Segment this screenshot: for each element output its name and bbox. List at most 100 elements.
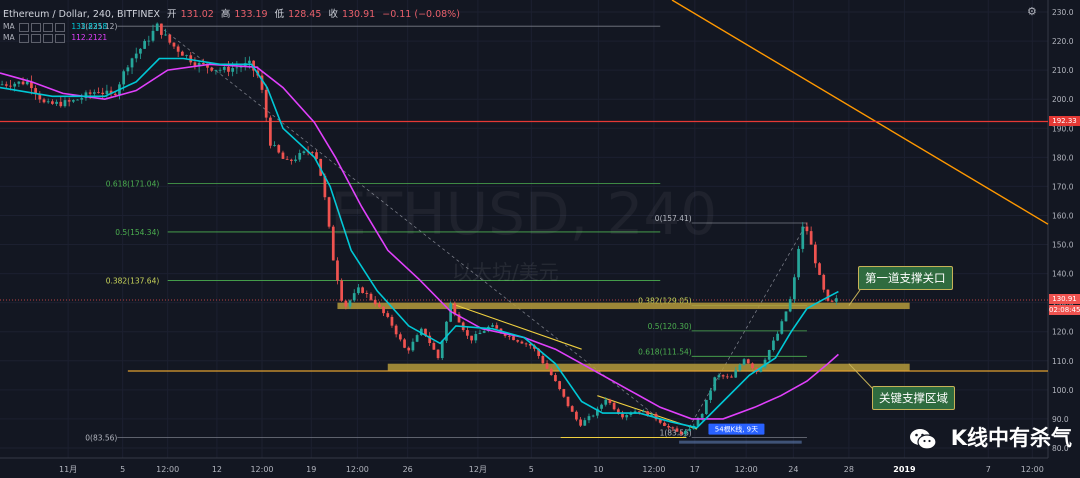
- candle-body: [143, 40, 146, 49]
- fib-right-label: 1(83.56): [660, 429, 692, 438]
- candle-body: [59, 101, 63, 107]
- candle-body: [294, 159, 297, 161]
- eye-icon[interactable]: [19, 22, 29, 32]
- ma-fast-value: 133.8318: [71, 22, 108, 31]
- candle-body: [684, 430, 687, 435]
- y-tick-label: 160.0: [1052, 211, 1074, 220]
- candle-body: [46, 101, 50, 103]
- candle-body: [717, 375, 721, 378]
- candle-body: [289, 159, 293, 161]
- y-tick-label: 150.0: [1052, 241, 1074, 250]
- candle-body: [369, 293, 373, 300]
- more-icon[interactable]: [55, 22, 65, 32]
- candle-body: [608, 399, 612, 403]
- watermark-subtitle: 以太坊/美元: [452, 260, 559, 284]
- x-tick-label: 7: [986, 465, 991, 474]
- bar-badge-bg: [708, 423, 765, 435]
- candle-body: [445, 321, 448, 341]
- candle-body: [738, 364, 742, 371]
- y-tick-label: 230.0: [1052, 8, 1074, 17]
- settings-icon[interactable]: [31, 22, 41, 32]
- candle-body: [4, 84, 8, 86]
- candle-body: [13, 83, 17, 87]
- candle-body: [667, 425, 670, 428]
- candle-body: [25, 81, 29, 85]
- candle-body: [570, 406, 574, 412]
- candle-body: [126, 67, 130, 72]
- candle-body: [172, 42, 176, 47]
- ma-slow-line: [0, 63, 839, 420]
- candle-body: [235, 67, 239, 69]
- candle-body: [0, 84, 4, 86]
- y-tick-label: 140.0: [1052, 270, 1074, 279]
- ma-slow-value: 112.2121: [71, 33, 108, 42]
- bar-badge-text: 54根K线, 9天: [715, 425, 758, 434]
- fib-right-diagonal: [682, 222, 808, 438]
- close-icon[interactable]: [43, 33, 53, 43]
- candle-body: [746, 359, 750, 364]
- candle-body: [415, 335, 419, 342]
- candle-body: [554, 375, 557, 382]
- x-tick-label: 12:00: [1021, 465, 1044, 474]
- low-label: 低: [274, 9, 285, 20]
- candle-body: [646, 411, 650, 416]
- candle-body: [688, 428, 691, 431]
- candle-body: [650, 413, 654, 416]
- ma-slow-legend[interactable]: MA 112.2121: [3, 33, 107, 43]
- candle-body: [264, 89, 268, 118]
- resistance-price-tag: 192.33: [1049, 116, 1080, 126]
- candle-body: [67, 100, 71, 102]
- settings-icon[interactable]: [31, 33, 41, 43]
- support-zone-first: [337, 302, 910, 310]
- candle-body: [713, 377, 717, 391]
- fib-right-label: 0(157.41): [655, 214, 692, 223]
- x-tick-label: 24: [788, 465, 798, 474]
- brand: K线中有杀气: [909, 422, 1072, 452]
- candle-body: [340, 280, 344, 301]
- close-icon[interactable]: [43, 22, 53, 32]
- candle-body: [80, 98, 84, 100]
- candle-body: [587, 416, 591, 421]
- candle-body: [365, 292, 369, 294]
- y-tick-label: 110.0: [1052, 357, 1074, 366]
- candle-body: [130, 58, 134, 68]
- candle-body: [700, 413, 704, 418]
- fib-right-label: 0.5(120.30): [648, 322, 692, 331]
- ma-fast-legend[interactable]: MA 133.8318: [3, 22, 107, 32]
- y-tick-label: 90.0: [1052, 415, 1069, 424]
- y-tick-label: 100.0: [1052, 386, 1074, 395]
- candle-body: [122, 71, 126, 85]
- candle-body: [315, 152, 318, 159]
- eye-icon[interactable]: [19, 33, 29, 43]
- gear-icon[interactable]: ⚙: [1027, 5, 1037, 18]
- x-tick-label: 12:00: [156, 465, 179, 474]
- wechat-icon: [910, 429, 938, 450]
- candle-body: [206, 64, 209, 68]
- x-tick-label: 2019: [893, 465, 916, 474]
- y-tick-label: 120.0: [1052, 328, 1074, 337]
- candle-body: [231, 68, 235, 72]
- candle-body: [424, 328, 427, 336]
- candle-body: [512, 336, 515, 341]
- candle-body: [352, 293, 356, 301]
- candle-body: [784, 311, 788, 322]
- candle-body: [436, 349, 440, 359]
- candle-body: [252, 60, 255, 71]
- candle-body: [440, 340, 444, 359]
- more-icon[interactable]: [55, 33, 65, 43]
- candle-body: [491, 325, 494, 327]
- candle-body: [201, 63, 205, 65]
- candle-body: [516, 340, 520, 342]
- candle-body: [155, 23, 159, 31]
- ma-fast-label: MA: [3, 22, 15, 31]
- candle-body: [478, 332, 482, 335]
- candle-body: [21, 81, 25, 85]
- fib-left-label: 0.382(137.64): [106, 276, 160, 285]
- candle-body: [629, 413, 633, 415]
- symbol-title[interactable]: Ethereum / Dollar, 240, BITFINEX: [3, 9, 161, 20]
- candle-body: [344, 300, 348, 307]
- y-tick-label: 80.0: [1052, 444, 1069, 453]
- candle-body: [591, 415, 595, 417]
- candle-body: [549, 368, 553, 376]
- candle-body: [176, 46, 180, 52]
